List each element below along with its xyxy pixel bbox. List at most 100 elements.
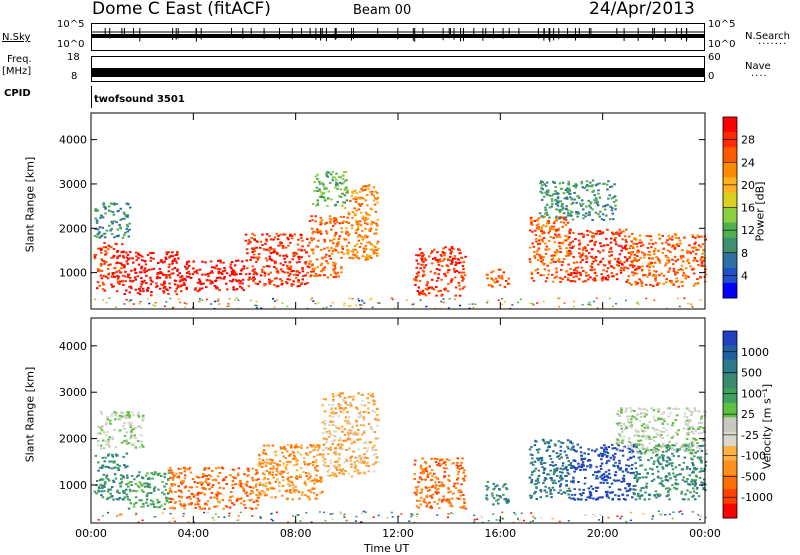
power-cell: [218, 271, 221, 273]
velocity-cell: [352, 425, 355, 427]
power-cell: [564, 276, 567, 278]
velocity-cell: [606, 456, 609, 458]
velocity-cell: [656, 429, 659, 431]
power-cell: [145, 275, 148, 277]
velocity-cell: [631, 453, 634, 455]
velocity-cell: [105, 466, 108, 468]
velocity-cell: [350, 405, 353, 407]
velocity-cell: [263, 492, 266, 494]
velocity-cell: [282, 476, 285, 478]
velocity-cell: [642, 446, 645, 448]
velocity-cell: [332, 416, 335, 418]
power-cell: [218, 289, 221, 291]
power-cell: [591, 186, 594, 188]
power-cell: [507, 283, 510, 285]
power-cell: [342, 248, 345, 250]
power-cell: [686, 252, 689, 254]
power-cell: [582, 247, 585, 249]
velocity-cell: [174, 491, 177, 493]
power-cell: [670, 282, 673, 284]
velocity-cell: [129, 489, 132, 491]
power-cell: [377, 219, 380, 221]
velocity-cell: [306, 475, 309, 477]
power-cell: [318, 274, 321, 276]
power-cell: [578, 213, 581, 215]
power-cell: [643, 252, 646, 254]
power-cell: [142, 290, 145, 292]
power-cell: [172, 260, 175, 262]
power-cell: [145, 263, 148, 265]
velocity-cell: [275, 454, 278, 456]
power-cell: [99, 217, 102, 219]
velocity-cell: [259, 484, 262, 486]
power-cell: [414, 279, 417, 281]
velocity-cell: [113, 481, 116, 483]
power-cell: [230, 267, 233, 269]
power-cell: [320, 249, 323, 251]
velocity-cell: [686, 438, 689, 440]
velocity-cell: [658, 494, 661, 496]
velocity-cell: [276, 463, 279, 465]
velocity-cell: [198, 476, 201, 478]
velocity-cell: [560, 477, 563, 479]
power-cell: [573, 192, 576, 194]
velocity-cell: [357, 472, 360, 474]
velocity-cell: [669, 477, 672, 479]
velocity-cell: [649, 421, 652, 423]
velocity-cell: [112, 456, 115, 458]
velocity-cell: [684, 493, 687, 495]
power-cell: [544, 243, 547, 245]
power-cell: [281, 283, 284, 285]
power-cell: [606, 184, 609, 186]
velocity-cell: [692, 495, 695, 497]
power-cell: [347, 234, 350, 236]
velocity-cell: [608, 446, 611, 448]
velocity-cell: [131, 411, 134, 413]
velocity-cell: [693, 443, 696, 445]
velocity-cell: [460, 506, 463, 508]
velocity-cell: [543, 462, 546, 464]
velocity-cell: [684, 412, 687, 414]
power-cell: [538, 239, 541, 241]
velocity-cell: [262, 450, 265, 452]
velocity-cell: [271, 459, 274, 461]
velocity-cell: [648, 450, 651, 452]
power-cell: [454, 277, 457, 279]
velocity-cell: [667, 464, 670, 466]
velocity-cell: [112, 436, 115, 438]
velocity-cell: [312, 480, 315, 482]
power-noise: [164, 306, 166, 308]
power-noise: [351, 298, 353, 300]
velocity-cell: [123, 428, 126, 430]
power-cell: [308, 242, 311, 244]
power-cell: [153, 268, 156, 270]
power-cell: [368, 229, 371, 231]
velocity-cell: [699, 448, 702, 450]
velocity-cell: [153, 473, 156, 475]
velocity-cell: [108, 446, 111, 448]
velocity-cell: [374, 411, 377, 413]
power-cell: [695, 283, 698, 285]
velocity-cell: [199, 506, 202, 508]
power-cell: [422, 261, 425, 263]
velocity-cell: [327, 475, 330, 477]
power-cell: [660, 273, 663, 275]
power-cell: [622, 247, 625, 249]
power-cell: [674, 273, 677, 275]
power-cell: [585, 275, 588, 277]
velocity-cell: [351, 475, 354, 477]
power-cell: [150, 294, 153, 296]
power-cell: [559, 277, 562, 279]
velocity-cell: [198, 500, 201, 502]
power-cell: [602, 258, 605, 260]
velocity-cell: [683, 416, 686, 418]
velocity-cell: [618, 460, 621, 462]
power-cell: [692, 251, 695, 253]
velocity-cell: [104, 483, 107, 485]
velocity-cell: [426, 470, 429, 472]
power-cell: [141, 266, 144, 268]
velocity-noise: [324, 520, 326, 522]
power-noise: [501, 304, 503, 306]
velocity-cell: [675, 479, 678, 481]
velocity-cell: [448, 459, 451, 461]
